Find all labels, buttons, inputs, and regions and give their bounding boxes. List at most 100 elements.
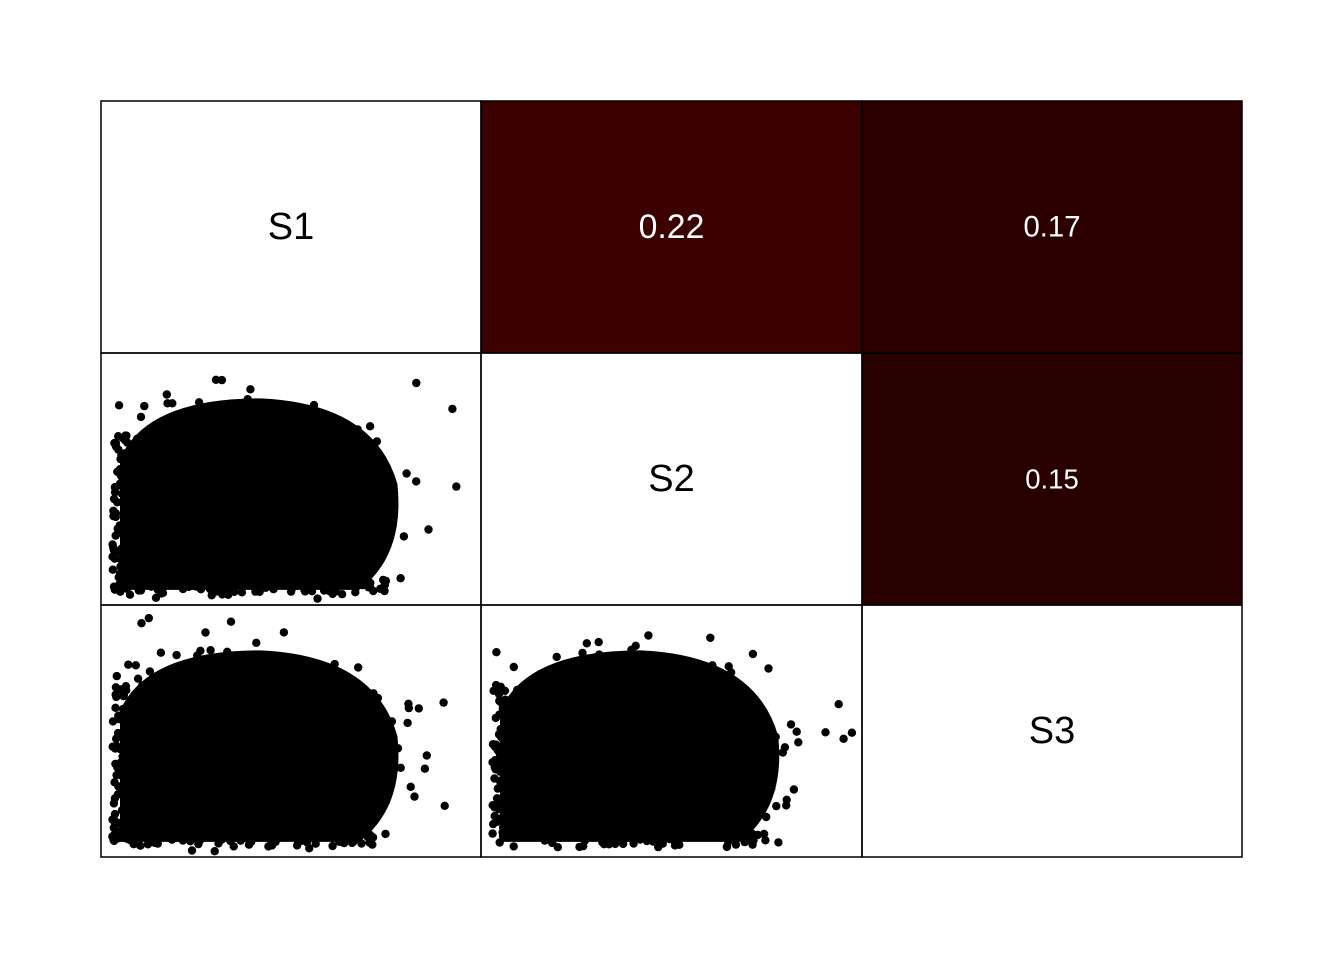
scatter-point	[317, 737, 326, 746]
scatter-point	[355, 742, 365, 752]
scatter-point	[605, 677, 615, 686]
scatter-point	[196, 441, 205, 450]
scatter-point	[258, 781, 268, 790]
diagonal-panel-s3	[862, 605, 1242, 857]
scatter-point	[821, 728, 830, 737]
scatter-point	[424, 525, 433, 534]
scatter-point	[635, 835, 645, 844]
scatter-point	[520, 681, 529, 690]
scatter-point	[658, 839, 667, 848]
scatter-point	[324, 576, 333, 585]
scatter-point	[665, 834, 674, 844]
scatter-point	[701, 745, 710, 754]
scatter-point	[528, 705, 538, 714]
scatter-point	[605, 721, 615, 731]
scatter-point	[509, 662, 518, 672]
scatter-point	[214, 839, 223, 848]
scatter-point	[612, 813, 622, 822]
scatter-point	[687, 833, 696, 842]
scatter-point	[168, 399, 177, 408]
scatter-point	[230, 438, 239, 447]
scatter-point	[287, 771, 297, 780]
scatter-point	[354, 663, 363, 672]
scatter-point	[135, 714, 145, 723]
scatter-point	[174, 541, 183, 550]
scatter-point	[377, 506, 387, 515]
scatter-point	[251, 587, 260, 596]
scatter-point	[544, 731, 553, 740]
scatter-point	[763, 762, 772, 771]
scatter-point	[738, 732, 748, 741]
scatter-point	[187, 759, 196, 768]
scatter-point	[267, 836, 276, 845]
scatter-point	[301, 767, 310, 776]
scatter-point	[161, 785, 171, 794]
scatter-point	[723, 729, 732, 738]
scatter-point	[365, 422, 375, 431]
scatter-point	[537, 790, 546, 799]
scatter-point	[536, 713, 545, 723]
scatter-point	[600, 728, 610, 737]
scatter-point	[109, 836, 119, 846]
scatter-point	[193, 801, 202, 810]
scatter-point	[355, 559, 364, 568]
scatter-point	[698, 760, 707, 770]
scatter-point	[372, 744, 381, 753]
scatter-point	[664, 770, 673, 779]
scatter-point	[670, 786, 680, 795]
scatter-point	[186, 837, 195, 846]
scatter-point	[195, 477, 204, 487]
scatter-point	[635, 688, 645, 698]
scatter-point	[297, 445, 306, 455]
scatter-point	[323, 831, 333, 841]
scatter-point	[306, 552, 315, 562]
scatter-point	[298, 773, 307, 783]
scatter-point	[305, 452, 314, 461]
scatter-point	[650, 809, 659, 818]
scatter-point	[316, 413, 325, 422]
scatter-point	[733, 798, 742, 807]
scatter-point	[246, 385, 255, 394]
scatter-point	[649, 755, 658, 764]
scatter-point	[135, 448, 144, 458]
scatter-point	[656, 714, 666, 724]
scatter-point	[202, 473, 212, 483]
scatter-point	[264, 581, 273, 590]
scatter-point	[560, 765, 570, 774]
correlation-value-s2-s3: 0.15	[1025, 464, 1079, 495]
scatter-point	[195, 464, 204, 473]
scatter-point	[249, 530, 259, 539]
scatter-point	[629, 758, 638, 767]
scatter-point	[334, 725, 343, 734]
scatter-point	[644, 631, 653, 640]
scatter-point	[242, 465, 252, 475]
scatter-point	[114, 481, 124, 490]
scatter-point	[340, 683, 349, 693]
scatter-point	[310, 764, 320, 773]
scatter-point	[312, 543, 322, 552]
scatter-point	[439, 698, 448, 707]
scatter-point	[771, 732, 780, 741]
scatter-point	[203, 674, 212, 683]
scatter-point	[111, 509, 121, 518]
scatter-point	[148, 680, 158, 690]
scatter-point	[633, 741, 642, 750]
scatter-point	[286, 528, 296, 537]
scatter-point	[202, 814, 211, 824]
scatter-point	[367, 509, 377, 518]
scatter-point	[631, 734, 640, 743]
scatter-point	[613, 771, 622, 781]
scatter-point	[179, 474, 188, 484]
scatter-point	[339, 756, 348, 765]
scatter-point	[260, 735, 269, 745]
scatter-point	[756, 751, 765, 760]
scatter-point	[207, 774, 216, 783]
scatter-point	[680, 725, 689, 734]
scatter-point	[232, 733, 241, 742]
scatter-point	[839, 734, 848, 743]
scatter-point	[136, 807, 145, 817]
scatter-point	[299, 785, 308, 795]
scatter-point	[142, 753, 152, 762]
scatter-point	[736, 684, 745, 693]
scatter-point	[621, 807, 630, 817]
